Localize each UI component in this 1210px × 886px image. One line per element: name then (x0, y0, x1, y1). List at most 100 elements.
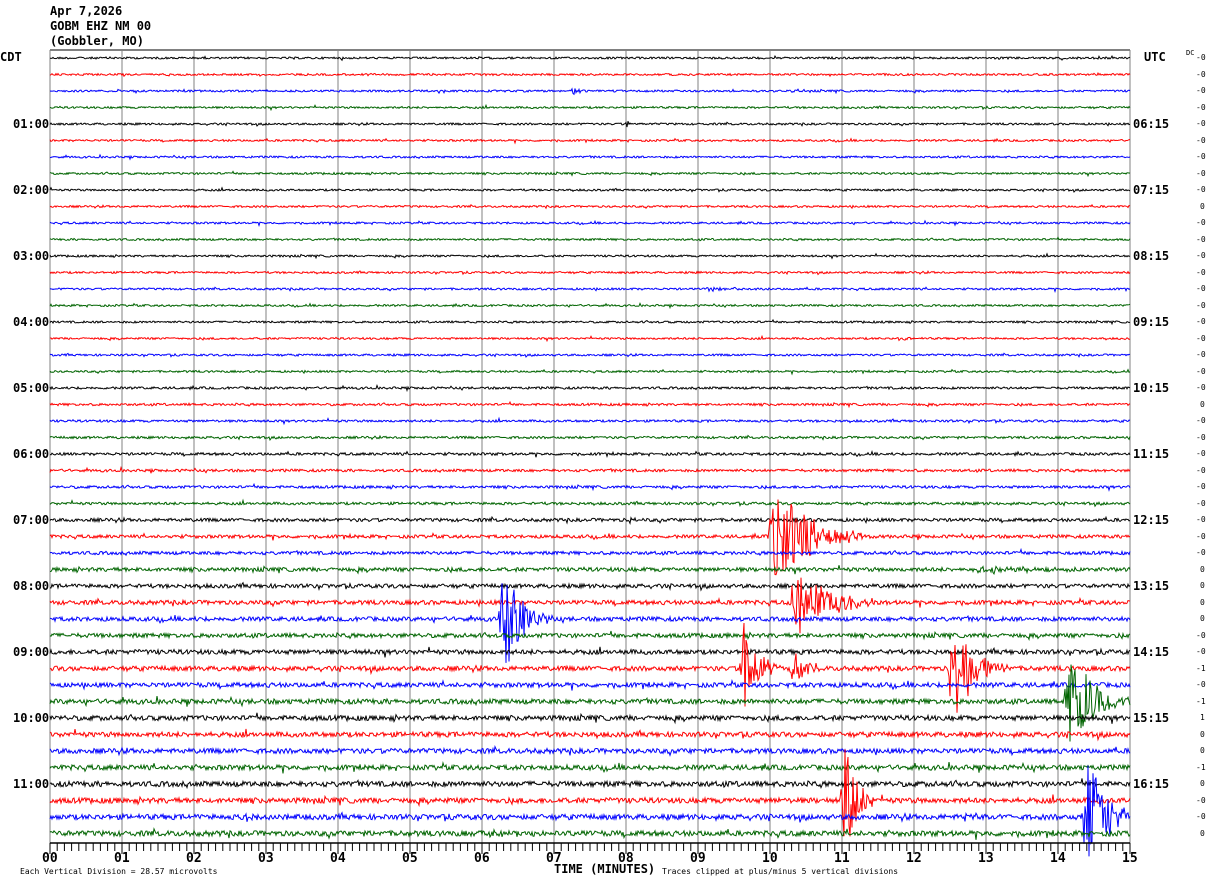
trace-row-29 (49, 499, 1131, 576)
x-tick-label: 10 (762, 851, 778, 866)
x-tick-label: 04 (330, 851, 346, 866)
x-tick-label: 08 (618, 851, 634, 866)
x-tick-label: 01 (114, 851, 130, 866)
trace-row-23 (49, 434, 1131, 441)
dc-offset-value: -0 (1196, 218, 1206, 227)
dc-offset-value: -1 (1196, 696, 1206, 706)
dc-offset-value: -0 (1196, 251, 1206, 260)
trace-row-47 (49, 827, 1131, 840)
right-hour-label: 11:15 (1133, 447, 1170, 461)
right-hour-label: 07:15 (1133, 183, 1170, 197)
right-hour-label: 09:15 (1133, 315, 1170, 329)
dc-offset-value: -0 (1196, 300, 1206, 310)
trace-row-35 (49, 630, 1131, 642)
dc-offset-value: -0 (1196, 432, 1206, 442)
trace-row-41 (49, 728, 1131, 742)
dc-offset-value: 0 (1200, 614, 1205, 623)
trace-row-0 (50, 55, 1131, 62)
left-hour-label: 07:00 (13, 513, 50, 527)
dc-offset-value: -0 (1196, 284, 1206, 293)
dc-offset-value: 0 (1200, 597, 1205, 607)
dc-offset-value: -0 (1196, 102, 1206, 112)
trace-row-28 (49, 515, 1131, 525)
dc-offset-value: 0 (1200, 564, 1205, 574)
x-tick-label: 09 (690, 851, 706, 866)
dc-offset-value: -0 (1196, 317, 1206, 326)
dc-offset-value: -0 (1196, 86, 1206, 95)
trace-row-36 (49, 646, 1131, 658)
dc-offset-value: -0 (1196, 449, 1206, 458)
x-tick-label: 06 (474, 851, 490, 866)
dc-offset-value: 0 (1200, 746, 1205, 755)
dc-offset-value: -1 (1196, 762, 1206, 772)
trace-row-33 (49, 577, 1131, 634)
dc-offset-value: -0 (1196, 333, 1206, 343)
trace-row-40 (49, 712, 1131, 725)
x-tick-label: 15 (1122, 851, 1138, 866)
dc-offset-value: -0 (1196, 383, 1206, 392)
dc-offset-value: -0 (1196, 53, 1206, 62)
trace-row-19 (49, 368, 1131, 376)
trace-row-17 (49, 334, 1131, 343)
left-hour-label: 02:00 (13, 183, 50, 197)
dc-offset-value: 0 (1200, 729, 1205, 739)
dc-offset-value: -0 (1196, 548, 1206, 557)
trace-row-5 (49, 137, 1131, 145)
dc-offset-value: 0 (1200, 581, 1205, 590)
dc-offset-value: -0 (1196, 630, 1206, 640)
left-hour-label: 04:00 (13, 315, 50, 329)
left-hour-label: 06:00 (13, 447, 50, 461)
dc-offset-value: -0 (1196, 350, 1206, 359)
trace-row-11 (49, 236, 1131, 242)
right-hour-label: 06:15 (1133, 117, 1170, 131)
trace-row-26 (49, 482, 1131, 492)
trace-row-2 (49, 87, 1131, 96)
location-label: (Gobbler, MO) (50, 34, 144, 48)
dc-offset-value: 0 (1200, 779, 1205, 788)
dc-offset-value: -0 (1196, 416, 1206, 425)
right-hour-label: 12:15 (1133, 513, 1170, 527)
trace-row-16 (49, 318, 1131, 326)
right-hour-label: 15:15 (1133, 711, 1170, 725)
dc-offset-value: -1 (1196, 663, 1206, 673)
dc-offset-value: -0 (1196, 234, 1206, 244)
x-tick-label: 00 (42, 851, 58, 866)
trace-row-6 (49, 153, 1131, 161)
trace-row-44 (49, 778, 1131, 790)
dc-header-label: DC (1186, 49, 1195, 57)
trace-row-27 (49, 498, 1131, 508)
trace-row-18 (49, 352, 1131, 358)
left-hour-label: 11:00 (13, 777, 50, 791)
trace-row-45 (49, 749, 1131, 837)
trace-row-21 (49, 400, 1131, 409)
dc-offset-value: -0 (1196, 515, 1206, 524)
right-hour-label: 10:15 (1133, 381, 1170, 395)
trace-row-22 (49, 416, 1131, 426)
dc-offset-value: -0 (1196, 267, 1206, 277)
clip-note: Traces clipped at plus/minus 5 vertical … (662, 867, 899, 876)
dc-offset-value: -0 (1196, 482, 1206, 491)
dc-offset-value: -0 (1196, 185, 1206, 194)
trace-row-25 (49, 465, 1131, 474)
x-tick-label: 03 (258, 851, 274, 866)
dc-offset-value: 0 (1200, 828, 1205, 838)
x-tick-label: 11 (834, 851, 850, 866)
trace-row-10 (49, 219, 1131, 227)
trace-row-31 (49, 565, 1131, 576)
right-hour-label: 16:15 (1133, 777, 1170, 791)
trace-row-15 (49, 302, 1131, 310)
trace-row-34 (49, 583, 1131, 663)
trace-row-4 (49, 121, 1131, 128)
dc-offset-value: -0 (1196, 135, 1206, 145)
x-tick-label: 13 (978, 851, 994, 866)
trace-row-20 (49, 383, 1131, 393)
dc-offset-value: -0 (1196, 680, 1206, 689)
x-tick-label: 05 (402, 851, 418, 866)
left-hour-label: 03:00 (13, 249, 50, 263)
dc-offset-value: -0 (1196, 795, 1206, 805)
trace-row-12 (49, 252, 1131, 260)
right-hour-label: 14:15 (1133, 645, 1170, 659)
dc-offset-value: -0 (1196, 69, 1206, 79)
left-hour-label: 10:00 (13, 711, 50, 725)
dc-offset-value: 1 (1200, 713, 1205, 722)
